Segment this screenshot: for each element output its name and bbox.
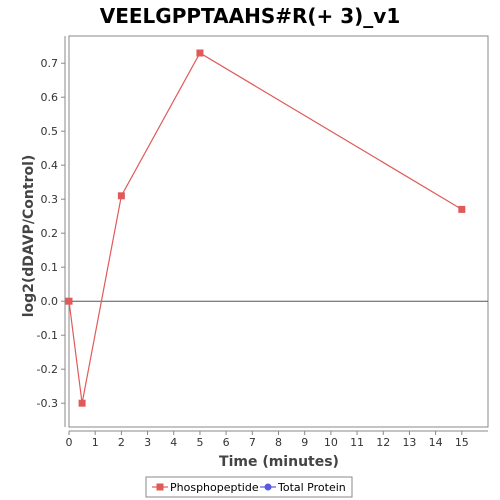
data-point: [117, 192, 125, 200]
y-tick-label: -0.3: [37, 397, 58, 410]
y-tick-label: -0.1: [37, 329, 58, 342]
x-tick-label: 8: [275, 436, 282, 449]
x-tick-label: 13: [402, 436, 416, 449]
x-tick-label: 0: [66, 436, 73, 449]
x-tick-label: 11: [350, 436, 364, 449]
y-tick-label: 0.3: [41, 193, 59, 206]
series-layer: [65, 49, 466, 407]
legend-marker-phosphopeptide: [156, 483, 164, 491]
x-axis: 0 1 2 3 4 5 6 7 8 9 10 11 12 13 14 15: [66, 430, 488, 449]
x-tick-label: 5: [196, 436, 203, 449]
x-tick-label: 14: [429, 436, 443, 449]
chart-title: VEELGPPTAAHS#R(+ 3)_v1: [100, 4, 401, 28]
y-tick-label: 0.1: [41, 261, 59, 274]
x-tick-label: 4: [170, 436, 177, 449]
data-point: [78, 399, 86, 407]
y-tick-label: 0.7: [41, 57, 59, 70]
y-axis-label: log2(dDAVP/Control): [21, 155, 37, 318]
y-tick-label: 0.2: [41, 227, 59, 240]
legend-label-phosphopeptide: Phosphopeptide: [170, 481, 259, 494]
data-point: [458, 205, 466, 213]
y-tick-label: 0.6: [41, 91, 59, 104]
legend-box: [145, 476, 353, 498]
x-tick-label: 7: [249, 436, 256, 449]
y-tick-label: 0.5: [41, 125, 59, 138]
plot-area: [68, 35, 489, 428]
data-point: [65, 297, 73, 305]
x-tick-label: 15: [455, 436, 469, 449]
x-axis-label: Time (minutes): [219, 454, 339, 470]
x-tick-label: 1: [92, 436, 99, 449]
x-tick-label: 12: [376, 436, 390, 449]
y-tick-label: 0.0: [41, 295, 59, 308]
y-tick-label: -0.2: [37, 363, 58, 376]
y-axis: -0.3 -0.2 -0.1 0.0 0.1 0.2 0.3 0.4 0.5 0.6 0.7: [37, 36, 66, 427]
x-tick-label: 6: [223, 436, 230, 449]
x-tick-label: 3: [144, 436, 151, 449]
legend-marker-total-protein: [264, 483, 272, 491]
x-tick-label: 2: [118, 436, 125, 449]
y-tick-label: 0.4: [41, 159, 59, 172]
legend: Phosphopeptide Total Protein: [145, 476, 353, 498]
x-tick-label: 10: [324, 436, 338, 449]
data-point: [196, 49, 204, 57]
x-tick-label: 9: [301, 436, 308, 449]
series-phosphopeptide: [65, 49, 466, 407]
legend-label-total-protein: Total Protein: [277, 481, 346, 494]
